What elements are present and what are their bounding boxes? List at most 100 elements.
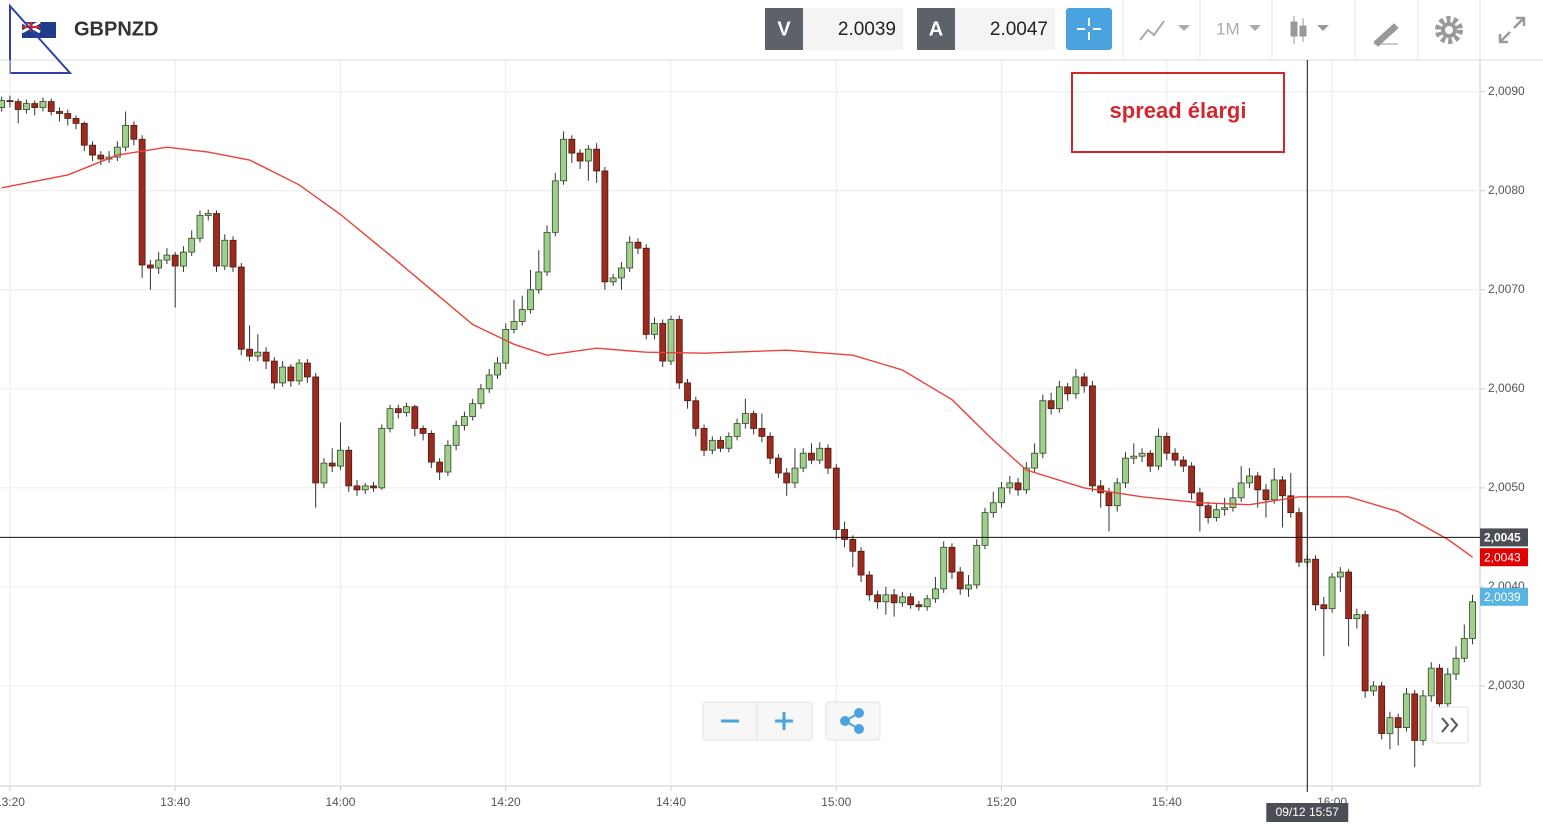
candle-body bbox=[1022, 467, 1030, 491]
candle-body bbox=[180, 251, 187, 267]
candle-body bbox=[0, 100, 6, 108]
candle-body bbox=[1336, 571, 1344, 578]
candle-body bbox=[287, 366, 295, 382]
candle-body bbox=[965, 584, 972, 590]
candle-body bbox=[989, 502, 997, 514]
candle-body bbox=[518, 309, 526, 322]
candle-body bbox=[733, 423, 741, 437]
candle-body bbox=[320, 462, 328, 484]
x-tick-label: 15:00 bbox=[821, 795, 851, 809]
ask-label-box bbox=[917, 8, 955, 50]
candle-body bbox=[419, 428, 427, 434]
candle-body bbox=[1080, 376, 1088, 387]
settings-button[interactable] bbox=[1435, 16, 1463, 44]
candle-body bbox=[270, 360, 278, 384]
candle-body bbox=[80, 122, 88, 146]
candle-body bbox=[97, 154, 105, 160]
candle-body bbox=[841, 529, 848, 540]
candle-body bbox=[477, 388, 485, 405]
candle-body bbox=[1055, 386, 1063, 410]
candle-body bbox=[1146, 452, 1154, 467]
chart-type-button[interactable] bbox=[1290, 16, 1329, 44]
x-tick-label: 15:40 bbox=[1152, 795, 1182, 809]
candle-body bbox=[907, 596, 915, 606]
x-tick-label: 14:40 bbox=[656, 795, 686, 809]
candle-body bbox=[436, 461, 444, 473]
candle-body bbox=[39, 101, 47, 108]
candle-body bbox=[1064, 386, 1072, 395]
candle-body bbox=[799, 452, 807, 469]
period-button[interactable]: 1M bbox=[1216, 19, 1240, 38]
candle-body bbox=[1204, 505, 1212, 518]
candle-body bbox=[1361, 614, 1369, 692]
candle-body bbox=[56, 111, 63, 114]
candle-body bbox=[1270, 479, 1278, 501]
candle-body bbox=[1370, 685, 1377, 692]
zoom-in-button[interactable] bbox=[775, 712, 793, 730]
candle-body bbox=[138, 138, 146, 266]
candle-body bbox=[72, 118, 80, 124]
candle-body bbox=[1378, 685, 1386, 734]
candle-body bbox=[634, 241, 642, 249]
candle-body bbox=[1353, 614, 1361, 620]
collapse-button[interactable] bbox=[1498, 16, 1526, 44]
ask-price: 2.0047 bbox=[990, 19, 1048, 40]
candle-body bbox=[543, 231, 551, 273]
candle-body bbox=[1014, 482, 1022, 491]
candle-body bbox=[1031, 452, 1038, 469]
candle-body bbox=[584, 148, 592, 162]
candle-body bbox=[1246, 475, 1253, 484]
ask-box[interactable] bbox=[955, 8, 1055, 50]
crosshair-price-tag bbox=[1480, 528, 1528, 547]
candle-body bbox=[1171, 452, 1179, 461]
candle-body bbox=[1427, 667, 1435, 697]
crosshair-time-tag bbox=[1266, 803, 1349, 822]
candle-body bbox=[31, 103, 39, 108]
candle-body bbox=[973, 544, 981, 586]
candle-body bbox=[576, 152, 584, 162]
x-tick-label: 15:20 bbox=[987, 795, 1017, 809]
candle-body bbox=[1221, 507, 1229, 511]
price-tag-label: 2,0039 bbox=[1484, 590, 1521, 604]
candle-body bbox=[204, 213, 212, 216]
bid-box[interactable] bbox=[803, 8, 903, 50]
candle-body bbox=[394, 408, 402, 414]
indicators-button[interactable] bbox=[1139, 20, 1190, 41]
candle-body bbox=[1312, 558, 1319, 606]
candle-body bbox=[1444, 673, 1452, 705]
period-caret bbox=[1249, 25, 1261, 31]
candle-body bbox=[1469, 601, 1476, 639]
grid: 2,00302,00402,00502,00602,00702,00802,00… bbox=[0, 60, 1525, 809]
candle-body bbox=[1155, 435, 1162, 467]
y-tick-label: 2,0030 bbox=[1488, 678, 1525, 692]
scroll-right-button[interactable] bbox=[1431, 706, 1469, 744]
crosshair-price-label: 2,0045 bbox=[1484, 531, 1521, 545]
candle-body bbox=[1279, 479, 1286, 497]
x-tick-label: 14:20 bbox=[491, 795, 521, 809]
candle-body bbox=[452, 425, 460, 446]
annotation-box bbox=[1071, 72, 1285, 153]
candle-body bbox=[1196, 492, 1204, 507]
candle-body bbox=[923, 598, 931, 608]
ask-label: A bbox=[929, 18, 943, 40]
candle-body bbox=[898, 596, 906, 604]
candle-body bbox=[832, 467, 840, 530]
candle-body bbox=[527, 289, 534, 310]
price-tag-label: 2,0043 bbox=[1484, 550, 1521, 564]
candle-body bbox=[246, 348, 253, 357]
candle-body bbox=[47, 101, 55, 112]
share-button[interactable] bbox=[840, 708, 864, 734]
candle-body bbox=[353, 485, 361, 491]
candle-body bbox=[279, 366, 287, 384]
candle-body bbox=[461, 416, 468, 426]
candle-body bbox=[1072, 376, 1080, 395]
candle-body bbox=[494, 362, 501, 376]
crosshair-button[interactable] bbox=[1066, 8, 1112, 50]
y-tick-label: 2,0080 bbox=[1488, 183, 1525, 197]
share-box bbox=[825, 701, 881, 741]
candle-body bbox=[1262, 489, 1270, 501]
draw-button[interactable] bbox=[1373, 23, 1399, 47]
candle-body bbox=[1436, 667, 1443, 705]
candle-body bbox=[741, 413, 749, 424]
candle-body bbox=[370, 485, 377, 489]
